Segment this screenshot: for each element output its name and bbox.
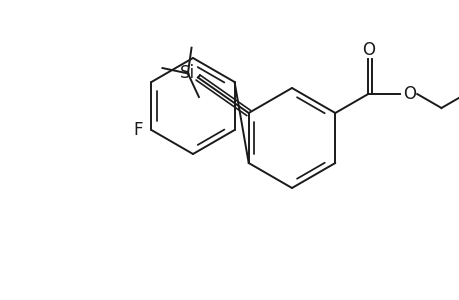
Text: O: O <box>361 41 374 59</box>
Text: Si: Si <box>180 64 195 82</box>
Text: O: O <box>402 85 415 103</box>
Text: F: F <box>134 121 143 139</box>
